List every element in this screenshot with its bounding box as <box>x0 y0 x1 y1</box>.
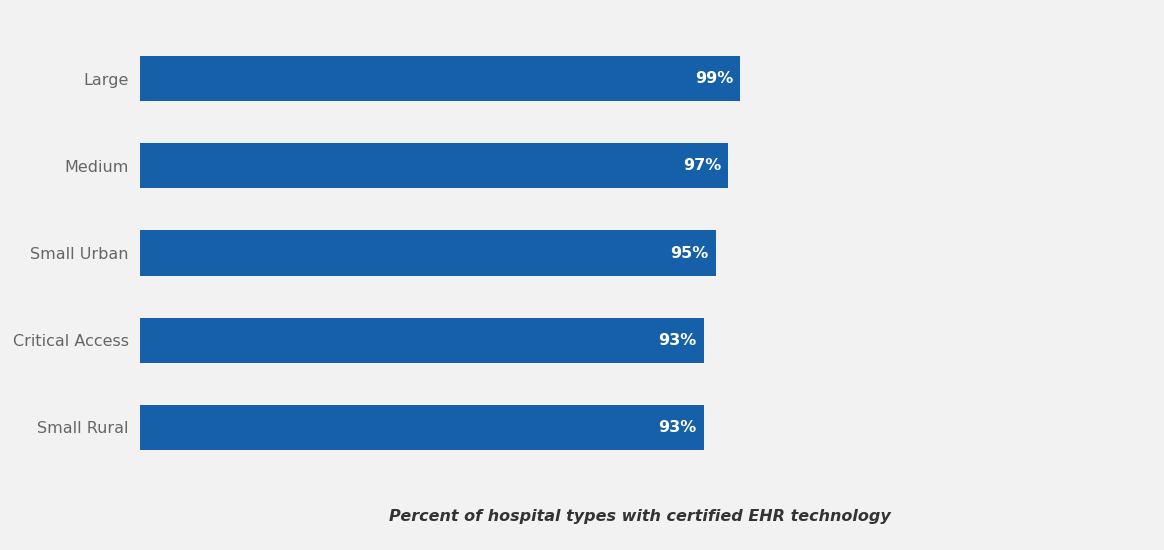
Text: 93%: 93% <box>659 333 696 348</box>
Bar <box>140 230 716 276</box>
Text: 97%: 97% <box>682 158 721 173</box>
Bar <box>140 56 740 101</box>
Bar <box>140 317 704 363</box>
Text: 93%: 93% <box>659 420 696 435</box>
Bar <box>140 143 729 189</box>
Bar <box>140 405 704 450</box>
X-axis label: Percent of hospital types with certified EHR technology: Percent of hospital types with certified… <box>389 509 892 524</box>
Text: 95%: 95% <box>670 245 709 261</box>
Text: 99%: 99% <box>695 71 733 86</box>
